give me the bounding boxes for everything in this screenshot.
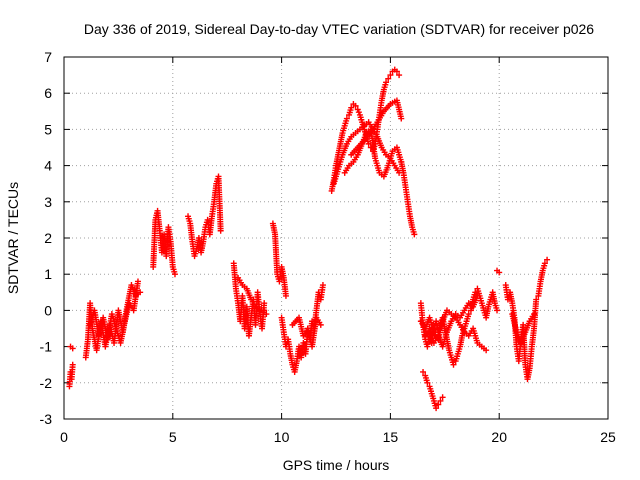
y-tick-label: -3 <box>40 411 53 427</box>
y-tick-label: -2 <box>40 375 53 391</box>
data-point <box>533 296 540 303</box>
x-tick-label: 25 <box>600 429 616 445</box>
data-point <box>496 269 503 276</box>
axis-ticks: 0 5 10 15 20 25 -3 -2 -1 0 1 2 3 4 5 6 7 <box>40 49 616 445</box>
y-tick-label: -1 <box>40 339 53 355</box>
data-point <box>483 347 490 354</box>
data-point <box>411 231 418 238</box>
data-point <box>354 106 361 113</box>
data-point <box>319 282 326 289</box>
data-point <box>435 401 442 408</box>
y-tick-label: 3 <box>44 194 52 210</box>
data-point <box>352 102 359 109</box>
y-tick-label: 5 <box>44 121 52 137</box>
data-point <box>420 368 427 375</box>
data-point <box>282 292 289 299</box>
x-tick-label: 10 <box>274 429 290 445</box>
data-point <box>69 361 76 368</box>
chart-title: Day 336 of 2019, Sidereal Day-to-day VTE… <box>84 21 594 37</box>
data-point <box>439 394 446 401</box>
data-point <box>261 307 268 314</box>
y-tick-label: 2 <box>44 230 52 246</box>
data-point <box>433 405 440 412</box>
data-point <box>343 115 350 122</box>
data-point <box>171 271 178 278</box>
data-points <box>66 66 551 412</box>
data-point <box>134 278 141 285</box>
data-point <box>383 79 390 86</box>
data-point <box>365 140 372 147</box>
x-tick-label: 15 <box>383 429 399 445</box>
data-point <box>424 379 431 386</box>
x-tick-label: 20 <box>491 429 507 445</box>
data-point <box>474 292 481 299</box>
x-tick-label: 5 <box>169 429 177 445</box>
data-point <box>393 68 400 75</box>
data-point <box>263 311 270 318</box>
y-tick-label: 4 <box>44 158 52 174</box>
y-tick-label: 1 <box>44 266 52 282</box>
data-point <box>465 311 472 318</box>
data-point <box>261 300 268 307</box>
data-point <box>398 115 405 122</box>
data-point <box>450 361 457 368</box>
data-point <box>387 72 394 79</box>
x-tick-label: 0 <box>60 429 68 445</box>
data-point <box>385 75 392 82</box>
data-point <box>355 109 362 116</box>
data-point <box>396 72 403 79</box>
data-point <box>531 311 538 318</box>
grid-lines <box>64 57 608 419</box>
data-point <box>544 256 551 263</box>
y-tick-label: 0 <box>44 302 52 318</box>
x-axis-label: GPS time / hours <box>283 457 390 473</box>
y-tick-label: 7 <box>44 49 52 65</box>
data-point <box>437 397 444 404</box>
data-point <box>217 227 224 234</box>
y-axis-label: SDTVAR / TECUs <box>5 182 21 294</box>
data-point <box>472 289 479 296</box>
data-point <box>69 345 76 352</box>
data-point <box>494 307 501 314</box>
data-point <box>541 260 548 267</box>
data-point <box>317 321 324 328</box>
data-point <box>348 104 355 111</box>
y-tick-label: 6 <box>44 85 52 101</box>
